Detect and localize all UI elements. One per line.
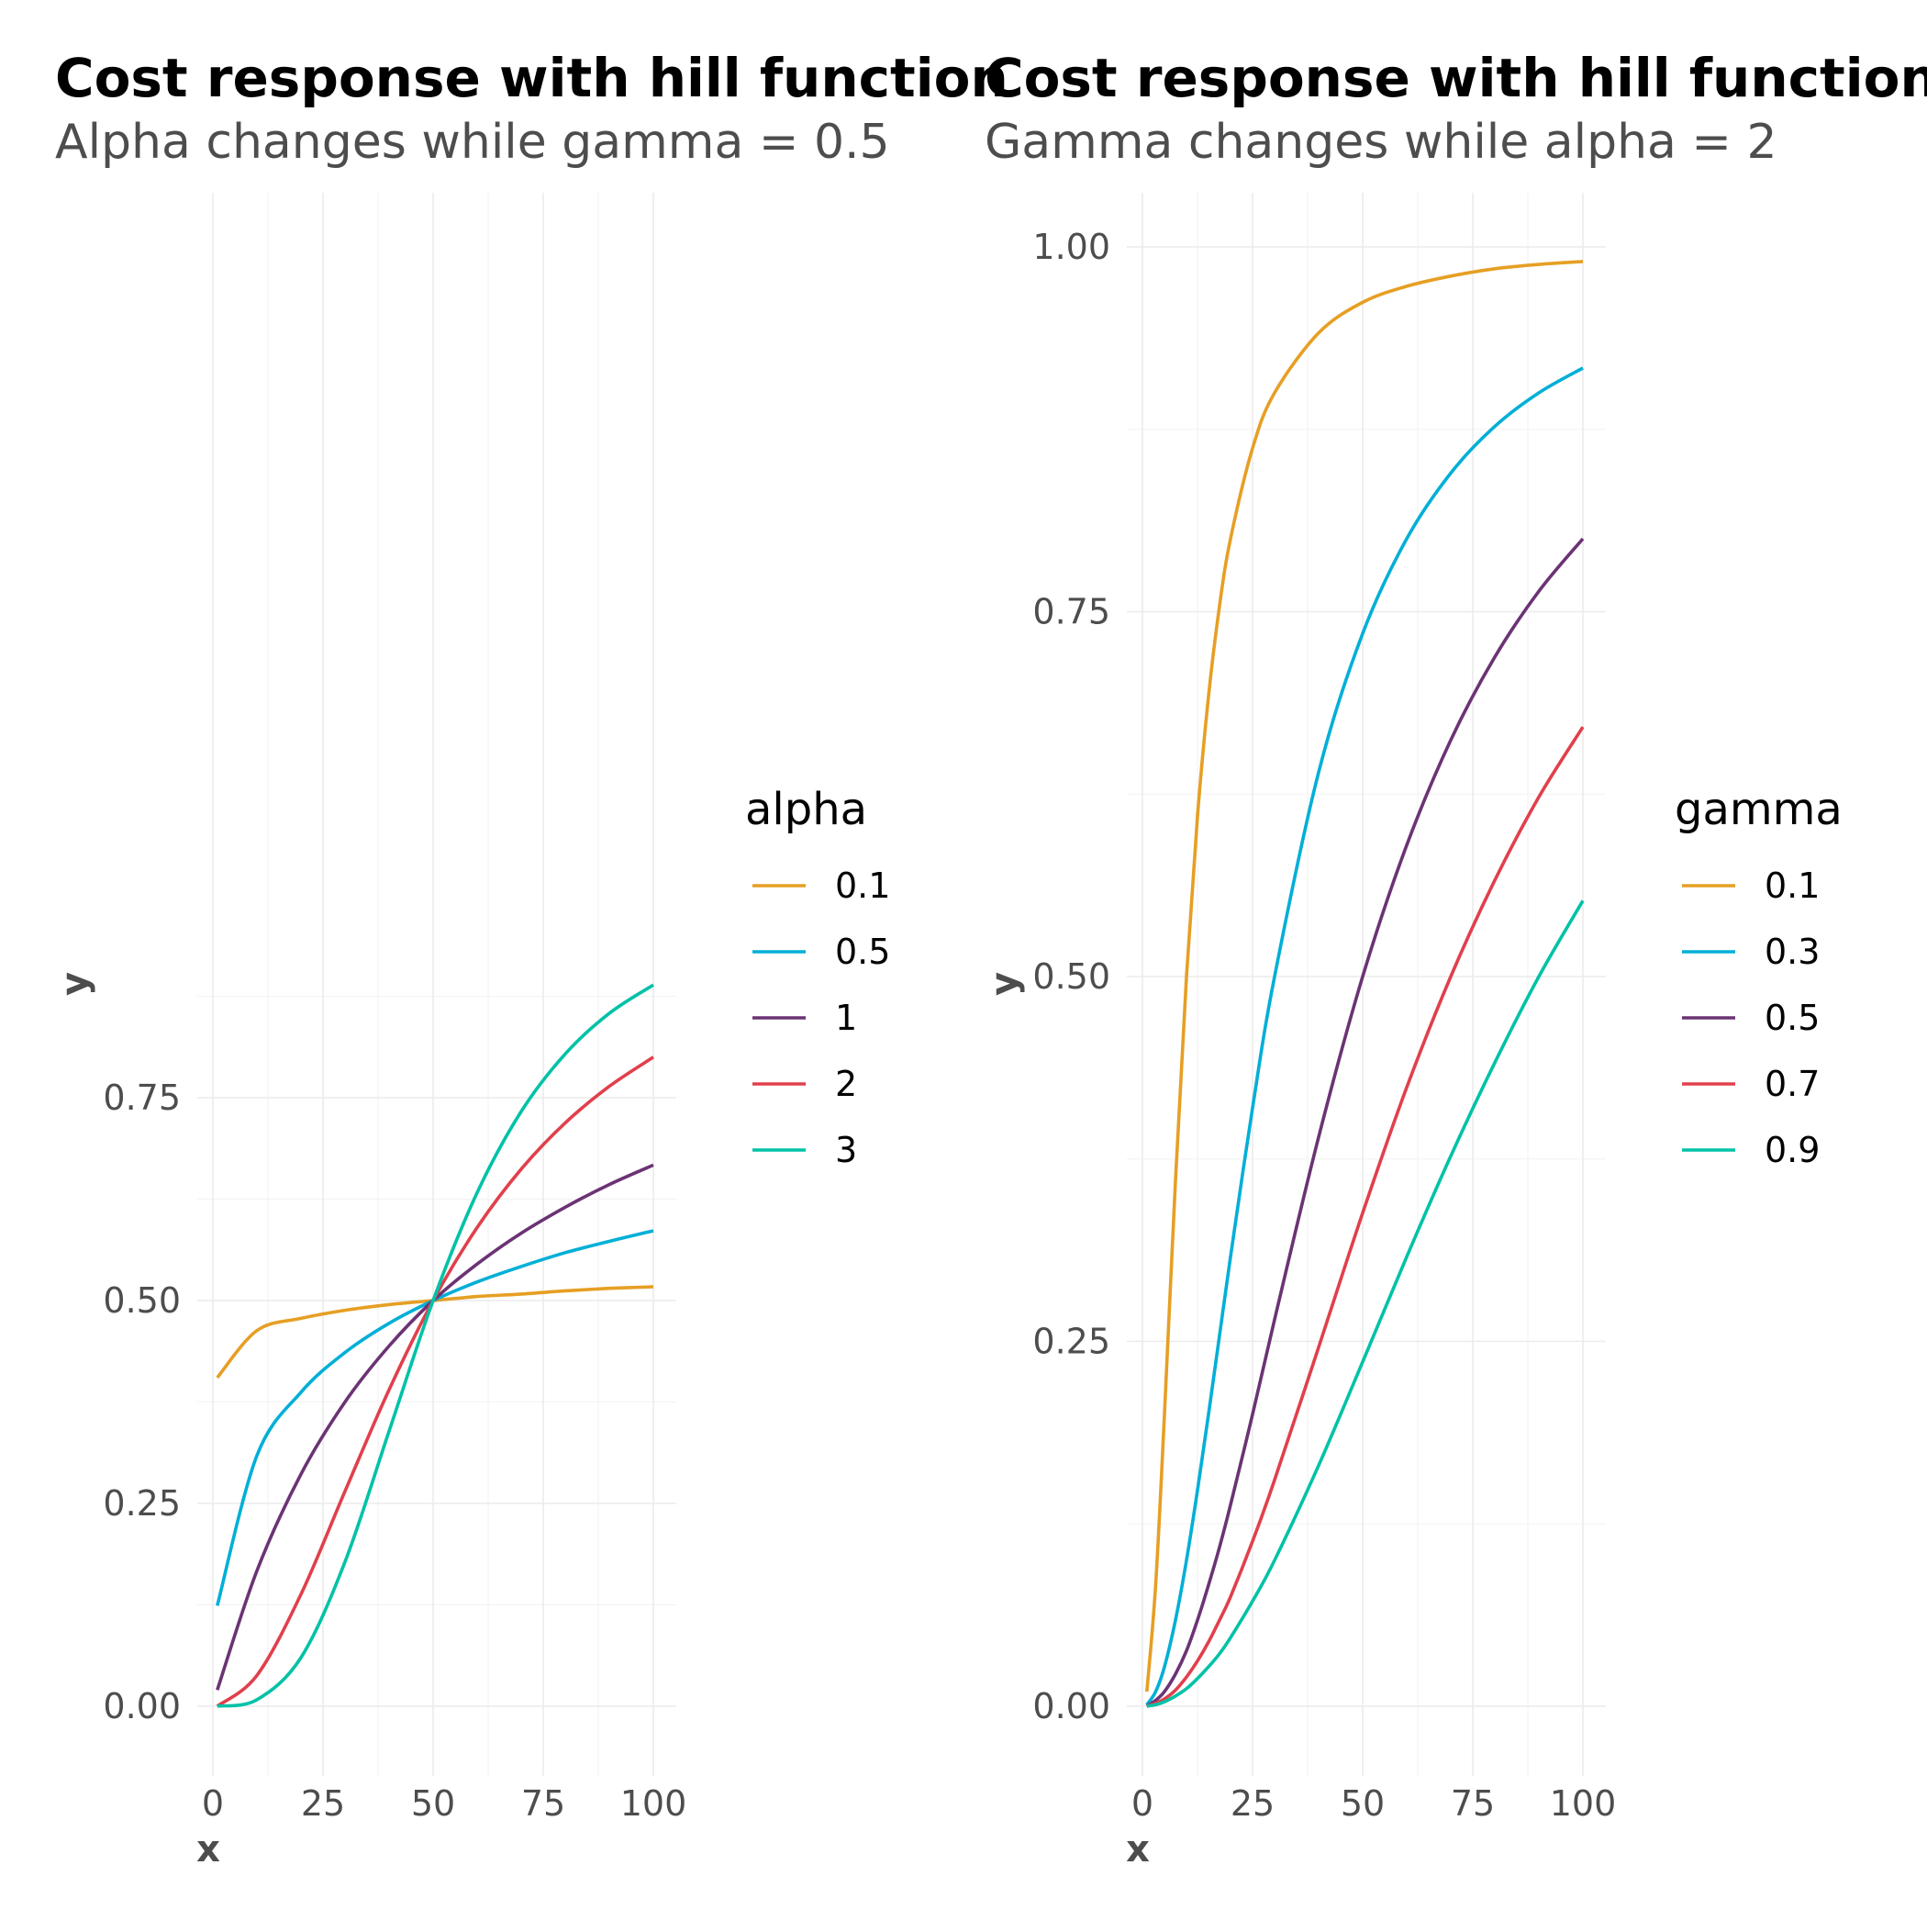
x-tick-label: 25 [1231, 1783, 1275, 1824]
series-line-2 [216, 1055, 654, 1708]
series-line-1 [216, 1163, 654, 1691]
plot-layer: 0 25 50 75 100 0.00 0.25 0.50 0.75 0.1 0.5 1 2 3 0 25 50… [103, 193, 1820, 1824]
series-line-0.5 [216, 1229, 654, 1606]
panel-2-subtitle: Gamma changes while alpha = 2 [985, 115, 1777, 170]
x-tick-label: 0 [202, 1783, 224, 1824]
series-line-3 [217, 983, 654, 1708]
panel-1-y-axis-title: y [54, 972, 96, 996]
y-tick-label: 0.75 [103, 1078, 181, 1118]
x-tick-label: 50 [1341, 1783, 1385, 1824]
panel-1-title: Cost response with hill function [55, 47, 1008, 109]
panel-1: 0 25 50 75 100 0.00 0.25 0.50 0.75 0.1 0.5 1 2 3 [103, 193, 890, 1824]
x-tick-label: 100 [620, 1783, 687, 1824]
y-tick-label: 0.25 [103, 1483, 181, 1524]
legend-label-0.5: 0.5 [835, 932, 890, 972]
x-tick-label: 50 [411, 1783, 455, 1824]
y-tick-label: 1.00 [1032, 227, 1110, 267]
series-line-0.5 [1145, 537, 1585, 1708]
series-line-0.7 [1146, 726, 1585, 1708]
y-tick-label: 0.50 [1032, 956, 1110, 997]
panel-1-legend-title: alpha [745, 784, 867, 835]
panel-2-legend-title: gamma [1675, 784, 1843, 835]
panel-2-x-axis-title: x [1126, 1828, 1150, 1871]
legend-label-1: 1 [835, 998, 857, 1038]
legend-label-0.3: 0.3 [1765, 932, 1820, 972]
series-line-0.1 [1145, 260, 1584, 1692]
x-tick-label: 75 [521, 1783, 565, 1824]
x-tick-label: 75 [1451, 1783, 1495, 1824]
legend-label-2: 2 [835, 1064, 857, 1104]
legend-label-0.1: 0.1 [835, 865, 890, 906]
panel-2: 0 25 50 75 100 0.00 0.25 0.50 0.75 1.00 0.1 0.3 0.5 0… [1032, 193, 1820, 1824]
legend-label-0.9: 0.9 [1765, 1130, 1820, 1170]
y-tick-label: 0.75 [1032, 592, 1110, 632]
x-tick-label: 0 [1131, 1783, 1153, 1824]
panel-2-title: Cost response with hill function [985, 47, 1927, 109]
legend-label-0.7: 0.7 [1765, 1064, 1820, 1104]
x-tick-label: 25 [301, 1783, 345, 1824]
y-tick-label: 0.00 [103, 1686, 181, 1726]
y-tick-label: 0.25 [1032, 1322, 1110, 1362]
legend-label-3: 3 [835, 1130, 857, 1170]
y-tick-label: 0.00 [1032, 1686, 1110, 1726]
legend-label-0.1: 0.1 [1765, 865, 1820, 906]
panel-2-y-axis-title: y [984, 972, 1026, 996]
series-line-0.3 [1145, 366, 1584, 1706]
panel-1-x-axis-title: x [196, 1828, 220, 1871]
x-tick-label: 100 [1550, 1783, 1617, 1824]
y-tick-label: 0.50 [103, 1280, 181, 1321]
series-line-0.9 [1146, 899, 1585, 1708]
panel-1-subtitle: Alpha changes while gamma = 0.5 [55, 115, 890, 170]
legend-label-0.5: 0.5 [1765, 998, 1820, 1038]
